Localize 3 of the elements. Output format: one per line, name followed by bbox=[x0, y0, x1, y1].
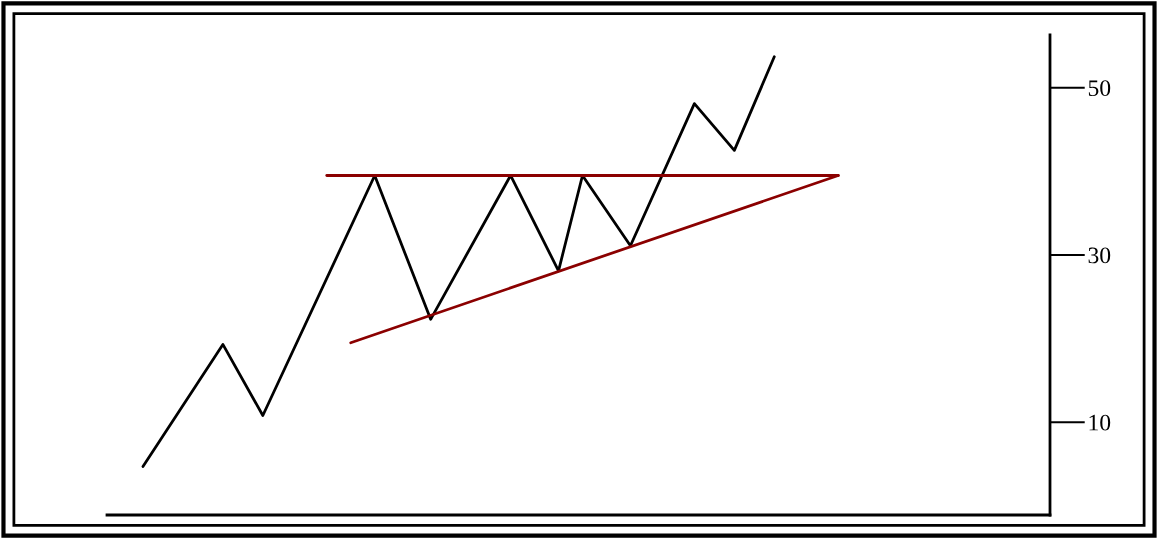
y-tick-label: 10 bbox=[1089, 414, 1111, 431]
y-tick-label: 50 bbox=[1088, 80, 1111, 97]
y-tick-label: 30 bbox=[1088, 247, 1111, 264]
